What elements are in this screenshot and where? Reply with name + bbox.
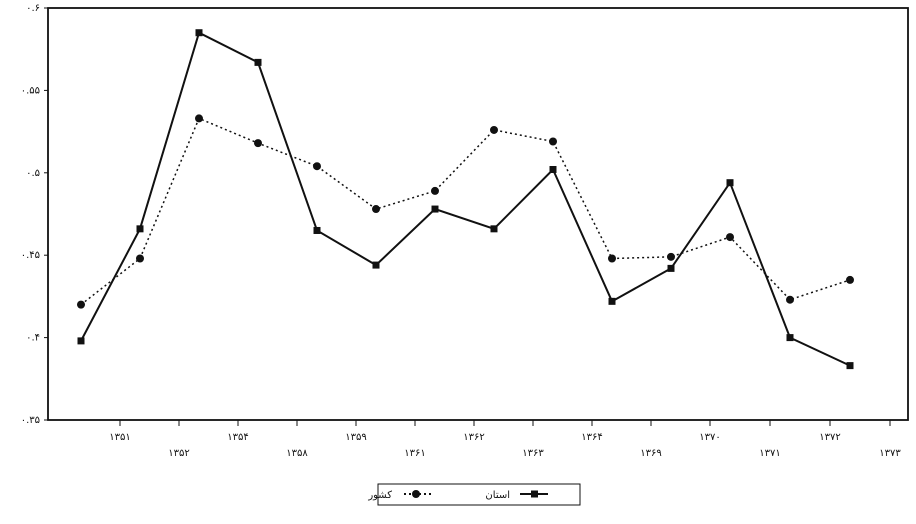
y-tick-label-1: ۰.۵۵ [21, 85, 40, 96]
series-1-point-11 [726, 179, 734, 187]
series-2-point-6 [431, 186, 439, 195]
y-tick-label-0: ۰.۶ [26, 3, 40, 14]
x-tick-label-0: ۱۳۵۱ [109, 432, 130, 443]
series-2-point-5 [372, 205, 380, 214]
x-tick-label-2: ۱۳۵۴ [227, 432, 248, 443]
x-axis-ticks: ۱۳۵۱ ۱۳۵۲ ۱۳۵۴ ۱۳۵۸ ۱۳۵۹ ۱۳۶۱ ۱۳۶۲ ۱۳۶۳ ۱۳۶۴ ۱۳۶۹… [109, 420, 901, 459]
series-layer [77, 29, 854, 370]
y-tick-label-2: ۰.۵ [26, 168, 40, 179]
series-line-2 [80, 117, 851, 306]
series-2-point-10 [667, 252, 675, 261]
series-2-point-11 [726, 233, 734, 242]
x-tick-label-3: ۱۳۵۸ [286, 448, 308, 459]
series-1-point-10 [667, 264, 675, 272]
series-1-point-5 [372, 261, 380, 269]
y-axis-ticks: ۰.۶ ۰.۵۵ ۰.۵ ۰.۴۵ ۰.۴ ۰.۳۵ [21, 3, 48, 426]
x-tick-label-8: ۱۳۶۴ [581, 432, 602, 443]
series-line-1 [80, 31, 851, 367]
legend-series-2-marker [412, 490, 420, 498]
x-tick-label-4: ۱۳۵۹ [345, 432, 366, 443]
series-2-point-13 [846, 275, 854, 284]
x-tick-label-13: ۱۳۷۳ [879, 448, 901, 459]
series-1-point-0 [77, 337, 85, 345]
y-tick-label-4: ۰.۴ [26, 333, 40, 344]
series-2-point-4 [313, 162, 321, 171]
series-2-point-12 [786, 295, 794, 304]
series-1-point-13 [846, 362, 854, 370]
plot-frame [47, 7, 909, 421]
series-1-point-8 [549, 166, 557, 174]
series-2-point-1 [136, 254, 144, 263]
series-1-point-1 [136, 225, 144, 233]
x-tick-label-5: ۱۳۶۱ [404, 448, 425, 459]
series-2-point-2 [195, 114, 203, 123]
legend-series-2-label: کشور [367, 490, 392, 501]
x-tick-label-7: ۱۳۶۳ [522, 448, 544, 459]
x-tick-label-10: ۱۳۷۰ [699, 432, 720, 443]
series-1-point-12 [786, 334, 794, 342]
series-2-point-9 [608, 254, 616, 263]
series-1-point-6 [431, 205, 439, 213]
series-2-point-8 [549, 137, 557, 146]
legend-series-1-marker [531, 490, 538, 498]
x-tick-label-6: ۱۳۶۲ [463, 432, 484, 443]
series-1-point-4 [313, 226, 321, 234]
legend-series-1-label: استان [485, 490, 510, 501]
series-2-point-7 [490, 125, 498, 134]
series-1-point-3 [254, 58, 262, 66]
series-2-point-3 [254, 139, 262, 148]
series-2-point-0 [77, 300, 85, 309]
legend: استان کشور [367, 483, 581, 506]
series-1-point-9 [608, 297, 616, 305]
y-tick-label-5: ۰.۳۵ [21, 415, 40, 426]
x-tick-label-11: ۱۳۷۱ [759, 448, 780, 459]
x-tick-label-12: ۱۳۷۲ [819, 432, 840, 443]
y-tick-label-3: ۰.۴۵ [21, 250, 40, 261]
series-1-point-2 [195, 29, 203, 37]
legend-box [377, 483, 581, 506]
x-tick-label-1: ۱۳۵۲ [168, 448, 189, 459]
series-1-point-7 [490, 225, 498, 233]
x-tick-label-9: ۱۳۶۹ [640, 448, 661, 459]
